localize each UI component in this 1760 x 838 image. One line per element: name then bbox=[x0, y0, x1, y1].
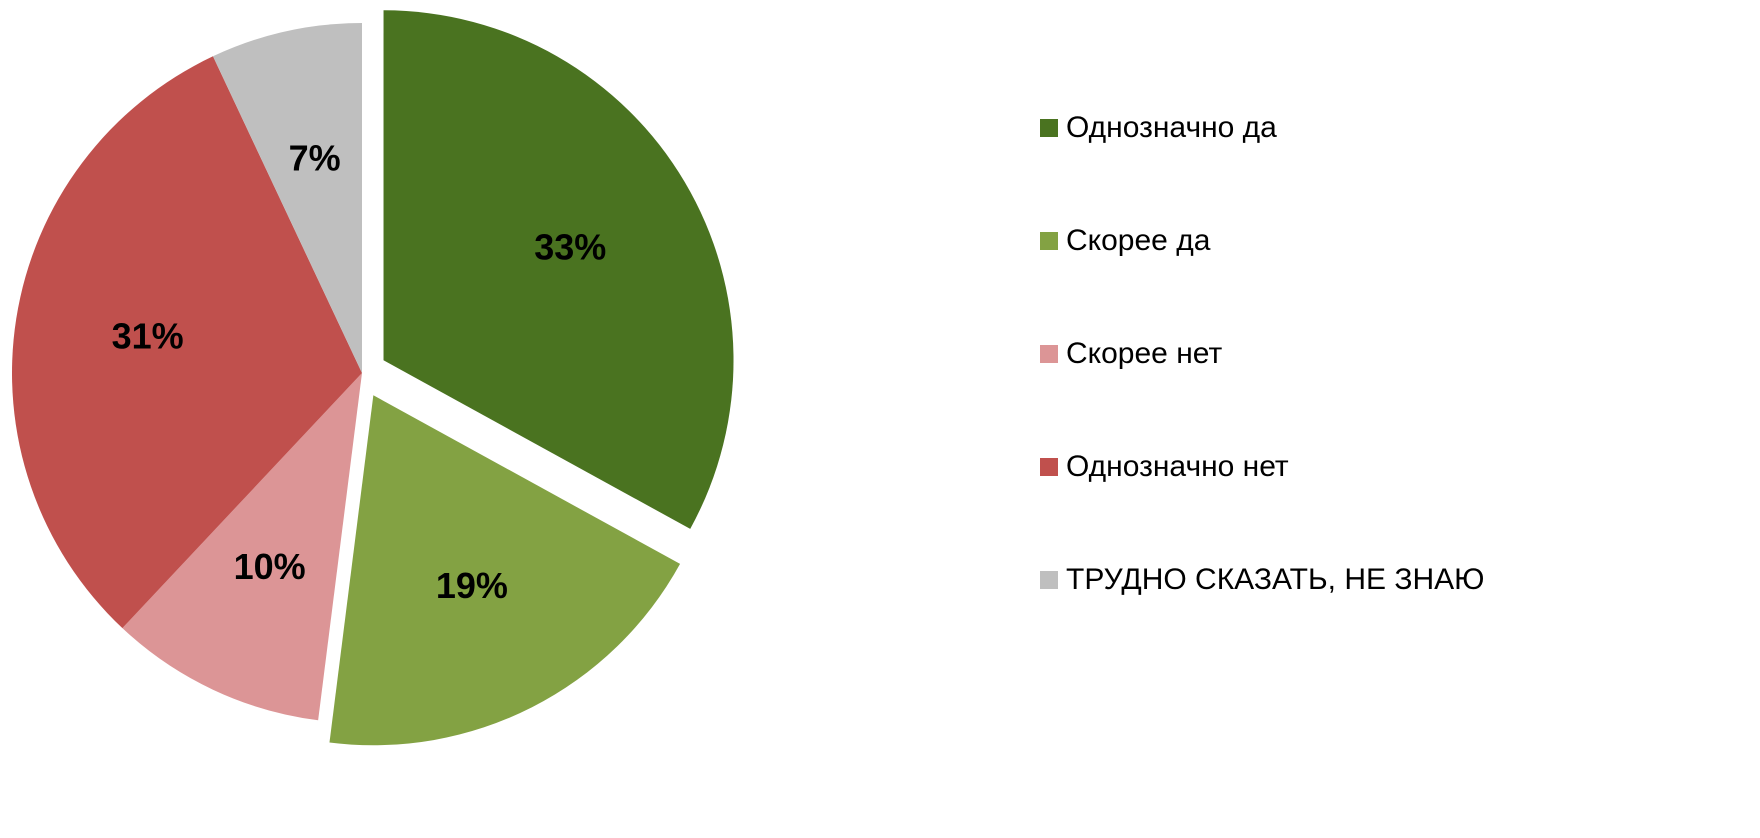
data-label: 7% bbox=[289, 138, 341, 179]
pie-slice bbox=[212, 23, 362, 373]
data-label: 33% bbox=[534, 226, 606, 267]
legend-swatch bbox=[1040, 345, 1058, 363]
legend-swatch bbox=[1040, 571, 1058, 589]
legend-label: Однозначно да bbox=[1066, 111, 1277, 144]
legend-label: ТРУДНО СКАЗАТЬ, НЕ ЗНАЮ bbox=[1066, 563, 1484, 596]
pie-slice bbox=[329, 395, 681, 746]
pie-slice bbox=[11, 56, 362, 629]
data-label: 19% bbox=[436, 565, 508, 606]
legend-swatch bbox=[1040, 232, 1058, 250]
pie-slice bbox=[383, 10, 734, 529]
legend-swatch bbox=[1040, 119, 1058, 137]
legend-label: Однозначно нет bbox=[1066, 450, 1289, 483]
legend-label: Скорее нет bbox=[1066, 337, 1222, 370]
legend-swatch bbox=[1040, 458, 1058, 476]
data-label: 31% bbox=[112, 316, 184, 357]
pie-slice bbox=[122, 373, 363, 721]
data-label: 10% bbox=[234, 546, 306, 587]
legend-label: Скорее да bbox=[1066, 224, 1211, 257]
